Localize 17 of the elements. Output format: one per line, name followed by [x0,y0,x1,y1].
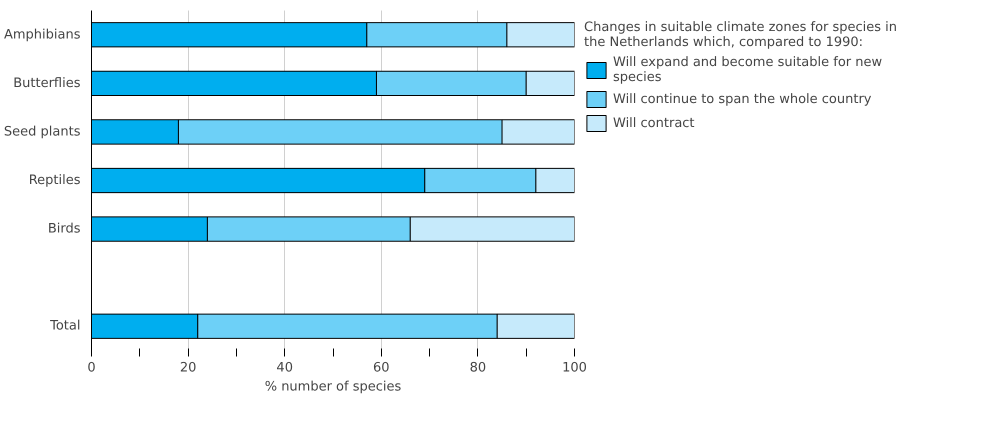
x-tick-label: 60 [373,360,390,376]
legend-label: Will expand and become suitable for new species [613,55,882,85]
y-tick-label: Total [49,318,81,334]
y-tick-label: Amphibians [4,27,81,42]
legend-label: Will contract [613,116,695,130]
x-tick-label: 20 [180,360,196,376]
x-tick-label: 0 [87,360,96,376]
x-tick-label: 40 [276,360,293,376]
y-tick-label: Seed plants [4,124,81,140]
legend-title: Changes in suitable climate zones for species in the Netherlands which, compared to 1990: [584,20,898,50]
x-axis-title: % number of species [264,380,402,394]
x-tick-label: 80 [470,360,486,376]
y-tick-label: Birds [48,222,81,237]
y-tick-label: Reptiles [28,173,81,188]
legend-label: Will continue to span the whole country [613,92,872,106]
y-tick-label: Butterflies [13,76,81,91]
x-tick-label: 100 [562,360,587,376]
